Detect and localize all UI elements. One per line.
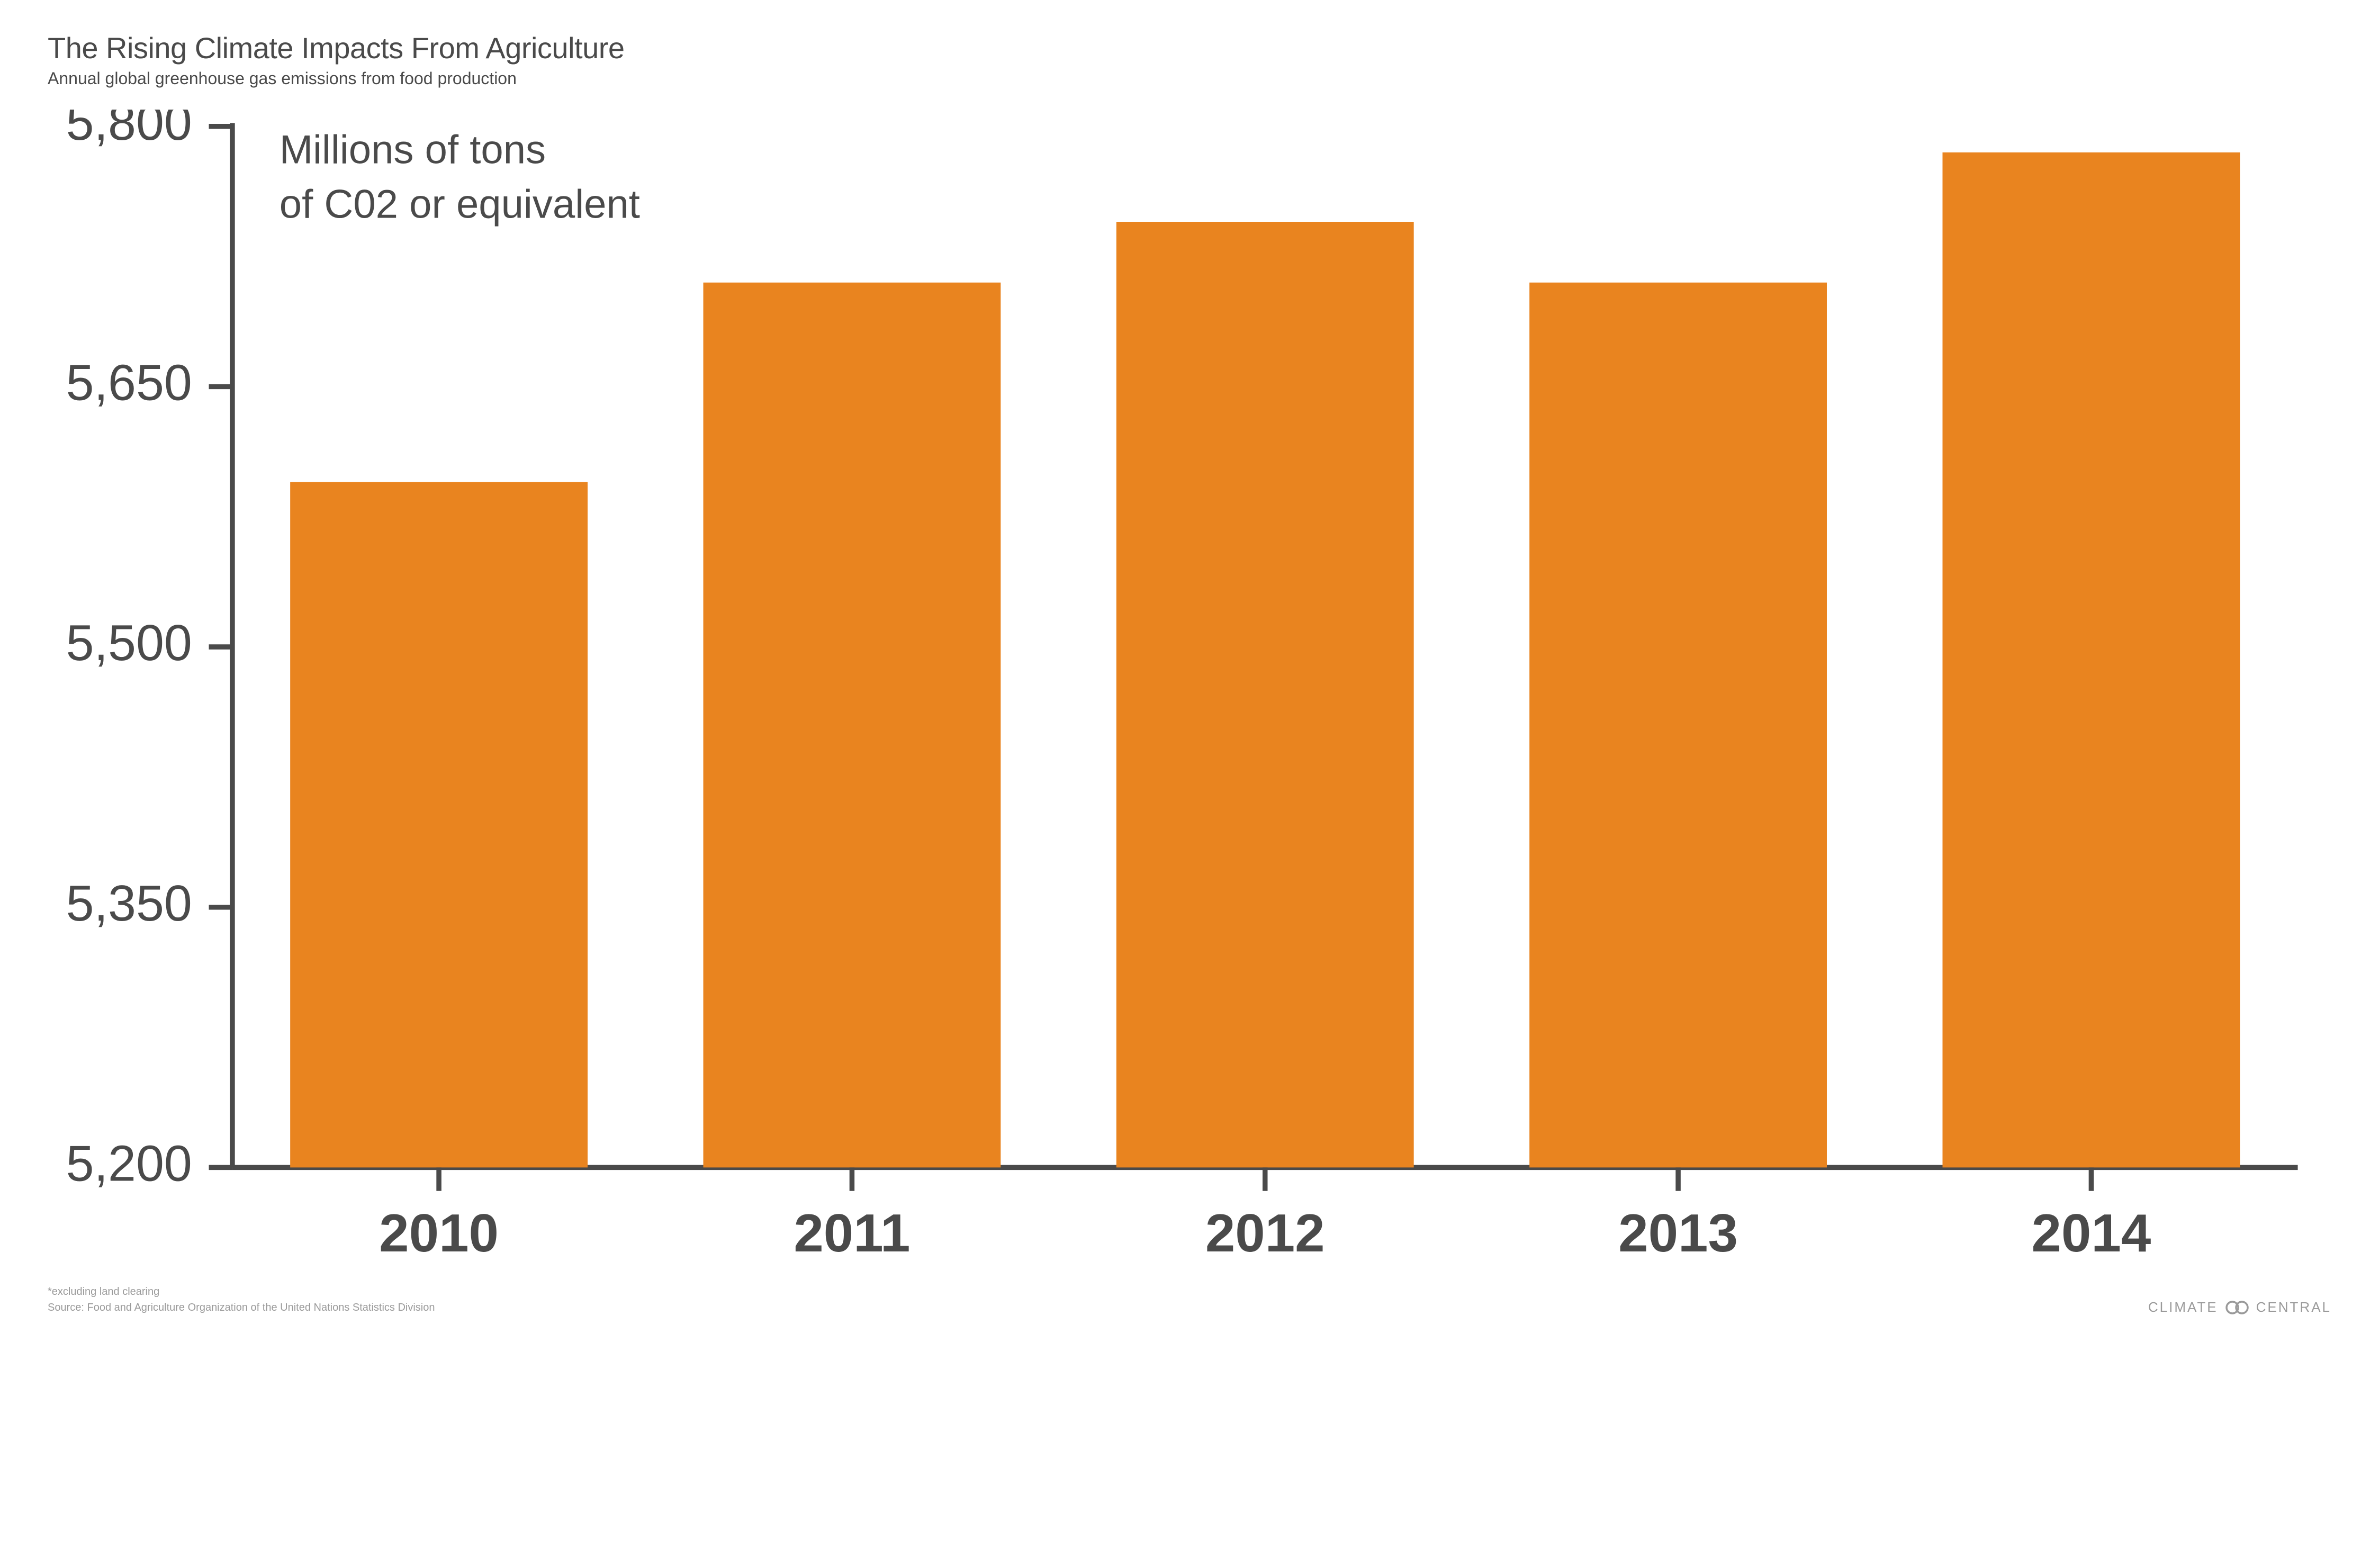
- x-tick-label: 2013: [1618, 1203, 1738, 1263]
- bar-chart: 5,200 5,350 5,500 5,650 5,800 Millions of ton…: [48, 110, 2331, 1268]
- chart-subtitle: Annual global greenhouse gas emissions f…: [48, 69, 2331, 88]
- footnote-source: Source: Food and Agriculture Organizatio…: [48, 1300, 435, 1315]
- chart-container: 5,200 5,350 5,500 5,650 5,800 Millions of ton…: [48, 110, 2331, 1268]
- x-tick-label: 2011: [794, 1203, 910, 1263]
- y-tick-label: 5,200: [66, 1136, 192, 1192]
- bar: [703, 282, 1001, 1167]
- footer: *excluding land clearing Source: Food an…: [48, 1284, 2331, 1315]
- y-tick-label: 5,350: [66, 875, 192, 931]
- logo-text-right: CENTRAL: [2256, 1299, 2331, 1315]
- bar: [1529, 282, 1827, 1167]
- footnote-exclusion: *excluding land clearing: [48, 1284, 435, 1300]
- y-tick-label: 5,650: [66, 355, 192, 411]
- bar: [290, 482, 588, 1167]
- logo-rings-icon: [2222, 1300, 2252, 1315]
- y-tick-label: 5,800: [66, 110, 192, 151]
- x-tick-label: 2010: [379, 1203, 499, 1263]
- bar: [1942, 152, 2240, 1167]
- x-tick-label: 2012: [1205, 1203, 1325, 1263]
- climate-central-logo: CLIMATE CENTRAL: [2148, 1299, 2331, 1315]
- bar: [1116, 222, 1414, 1167]
- logo-text-left: CLIMATE: [2148, 1299, 2218, 1315]
- x-tick-label: 2014: [2031, 1203, 2151, 1263]
- footnotes: *excluding land clearing Source: Food an…: [48, 1284, 435, 1315]
- unit-label-line1: Millions of tons: [280, 127, 546, 172]
- chart-title: The Rising Climate Impacts From Agricult…: [48, 32, 2331, 65]
- y-tick-label: 5,500: [66, 615, 192, 671]
- unit-label-line2: of C02 or equivalent: [280, 182, 640, 227]
